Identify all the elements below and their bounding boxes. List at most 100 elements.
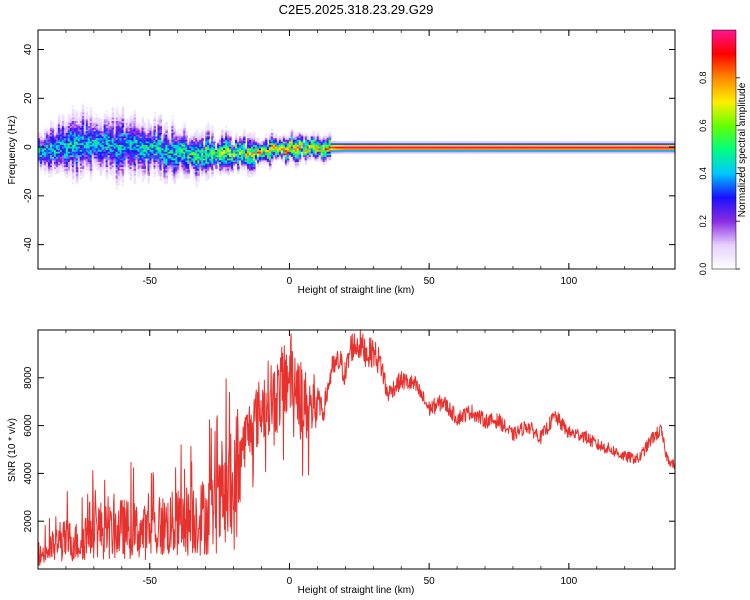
spectrogram-cell — [659, 147, 662, 151]
spectrogram-cell — [51, 135, 55, 139]
spectrogram-cell — [173, 158, 176, 161]
spectrogram-cell — [117, 161, 121, 164]
spectrogram-cell — [270, 159, 274, 163]
spectrogram-cell — [163, 154, 166, 157]
spectrogram-cell — [97, 158, 101, 161]
spectrogram-cell — [217, 146, 220, 149]
spectrogram-cell — [521, 146, 525, 149]
spectrogram-cell — [396, 147, 399, 151]
spectrogram-cell — [59, 163, 63, 166]
spectrogram-cell — [213, 161, 216, 164]
spectrogram-cell — [139, 168, 143, 171]
spectrogram-cell — [292, 147, 296, 151]
spectrogram-cell — [523, 149, 527, 152]
spectrogram-cell — [256, 147, 260, 151]
spectrogram-cell — [609, 146, 612, 149]
spectrogram-cell — [599, 144, 602, 147]
spectrogram-cell — [159, 147, 163, 151]
spectrogram-cell — [41, 139, 45, 142]
spectrogram-cell — [251, 139, 254, 142]
spectrogram-cell — [655, 140, 658, 144]
spectrogram-cell — [125, 149, 129, 152]
spectrogram-cell — [258, 147, 262, 151]
spectrogram-cell — [469, 140, 473, 144]
spectrogram-cell — [141, 161, 145, 164]
spectrogram-cell — [195, 156, 198, 159]
spectrogram-cell — [276, 152, 280, 156]
spectrogram-cell — [151, 140, 155, 144]
spectrogram-cell — [43, 164, 47, 168]
spectrogram-cell — [306, 152, 310, 156]
spectrogram-cell — [434, 142, 437, 145]
spectrogram-cell — [149, 129, 153, 132]
spectrogram-cell — [356, 144, 360, 147]
spectrogram-cell — [227, 137, 230, 140]
spectrogram-cell — [67, 161, 71, 164]
spectrogram-cell — [519, 151, 523, 154]
spectrogram-cell — [49, 140, 53, 144]
spectrogram-cell — [109, 137, 113, 140]
spectrogram-cell — [489, 149, 493, 152]
spectrogram-cell — [137, 129, 141, 132]
spectrogram-cell — [59, 130, 63, 134]
spectrogram-cell — [243, 134, 246, 137]
spectrogram-cell — [79, 135, 83, 139]
spectrogram-cell — [384, 146, 387, 149]
spectrogram-cell — [131, 154, 135, 157]
spectrogram-cell — [55, 144, 59, 147]
spectrogram-cell — [284, 154, 288, 157]
spectrogram-cell — [105, 125, 109, 128]
spectrogram-cell — [541, 140, 545, 144]
spectrogram-cell — [119, 120, 123, 123]
spectrogram-cell — [85, 163, 89, 166]
spectrogram-cell — [256, 163, 260, 166]
spectrogram-cell — [205, 129, 208, 132]
spectrogram-cell — [491, 144, 495, 147]
spectrogram-cell — [87, 125, 91, 128]
spectrogram-cell — [61, 158, 65, 161]
spectrogram-cell — [302, 147, 306, 151]
spectrogram-cell — [282, 144, 286, 147]
spectrogram-cell — [79, 144, 83, 147]
spectrogram-cell — [131, 125, 135, 128]
spectrogram-cell — [251, 152, 254, 156]
spectrogram-cell — [149, 132, 153, 135]
spectrogram-cell — [495, 146, 499, 149]
spectrogram-cell — [81, 151, 85, 154]
spectrogram-cell — [207, 139, 210, 142]
spectrogram-cell — [97, 140, 101, 144]
spectrogram-cell — [649, 140, 652, 144]
spectrogram-cell — [43, 144, 47, 147]
spectrogram-cell — [43, 152, 47, 156]
spectrogram-cell — [404, 140, 407, 144]
spectrogram-cell — [336, 144, 340, 147]
spectrogram-cell — [193, 164, 196, 168]
spectrogram-cell — [153, 147, 157, 151]
spectrogram-cell — [123, 166, 127, 169]
spectrogram-cell — [396, 146, 399, 149]
spectrogram-cell — [89, 178, 93, 181]
spectrogram-cell — [71, 163, 75, 166]
spectrogram-cell — [595, 140, 598, 144]
spectrogram-cell — [53, 161, 57, 164]
spectrogram-cell — [115, 130, 119, 134]
spectrogram-cell — [65, 164, 69, 168]
spectrogram-cell — [159, 173, 163, 176]
spectrogram-cell — [145, 142, 149, 145]
spectrogram-frame — [37, 29, 676, 270]
spectrogram-cell — [83, 140, 87, 144]
spectrogram-cell — [463, 147, 467, 151]
spectrogram-cell — [121, 183, 125, 186]
spectrogram-cell — [147, 178, 151, 181]
spectrogram-cell — [69, 137, 73, 140]
spectrogram-cell — [591, 146, 594, 149]
spectrogram-cell — [49, 127, 53, 130]
spectrogram-cell — [111, 158, 115, 161]
spectrogram-cell — [463, 146, 467, 149]
spectrogram-cell — [141, 171, 145, 174]
spectrogram-cell — [657, 146, 660, 149]
spectrogram-cell — [254, 152, 258, 156]
spectrogram-cell — [65, 151, 69, 154]
spectrogram-cell — [59, 129, 63, 132]
spectrogram-cell — [199, 140, 202, 144]
